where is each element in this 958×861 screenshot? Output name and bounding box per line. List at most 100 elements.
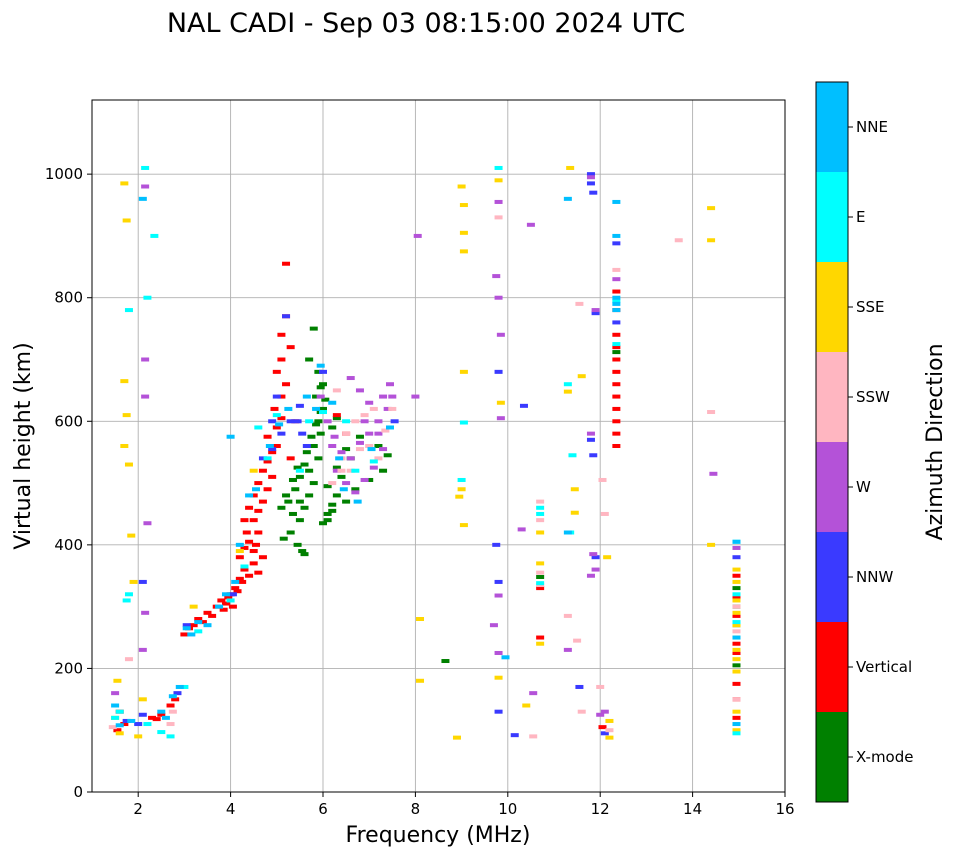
data-point-e [536, 581, 545, 586]
data-point-w [379, 447, 388, 452]
data-point-w [330, 434, 339, 439]
data-point-x-mode [284, 499, 293, 504]
data-point-vertical [536, 635, 545, 640]
data-point-vertical [157, 712, 166, 717]
data-point-nnw [293, 419, 302, 424]
data-point-e [157, 730, 166, 735]
data-point-vertical [263, 459, 272, 464]
data-point-e [732, 592, 741, 597]
data-point-w [369, 465, 378, 470]
data-point-e [166, 734, 175, 739]
data-point-w [709, 471, 718, 476]
colorbar-segment-vertical [816, 622, 848, 712]
data-point-vertical [194, 617, 203, 621]
data-point-e [124, 592, 133, 597]
data-point-ssw [168, 709, 177, 714]
data-point-vertical [258, 499, 267, 504]
data-point-nne [245, 493, 254, 498]
data-point-vertical [249, 561, 258, 566]
data-point-nne [194, 620, 203, 625]
data-point-w [346, 456, 355, 461]
data-point-sse [732, 610, 741, 615]
data-point-w [365, 400, 374, 405]
y-tick-label: 800 [54, 289, 83, 307]
data-point-nne [157, 709, 166, 714]
data-point-ssw [536, 570, 545, 575]
data-point-nnw [390, 419, 399, 424]
data-point-nne [235, 542, 244, 547]
data-point-x-mode [309, 444, 318, 448]
data-point-x-mode [314, 419, 323, 424]
colorbar-segment-sse [816, 262, 848, 352]
data-point-e [254, 425, 263, 430]
data-point-ssw [575, 301, 584, 306]
data-point-e [351, 468, 360, 473]
data-point-sse [129, 579, 138, 584]
data-point-e [536, 505, 545, 510]
data-point-x-mode [328, 425, 337, 430]
data-point-nnw [122, 718, 131, 723]
data-point-sse [459, 523, 468, 528]
data-point-vertical [252, 542, 261, 547]
colorbar-segment-ssw [816, 352, 848, 442]
data-point-w [138, 647, 147, 652]
data-point-x-mode [342, 499, 351, 504]
data-point-x-mode [319, 382, 327, 387]
data-point-sse [122, 413, 131, 418]
data-point-nne [367, 447, 376, 452]
data-point-sse [707, 542, 716, 547]
data-point-vertical [536, 586, 545, 591]
data-point-e [150, 233, 159, 238]
data-point-w [360, 419, 369, 424]
data-point-nnw [494, 369, 503, 374]
y-axis-ticks: 0 200 400 600 800 1000 [45, 165, 92, 801]
data-point-nnw [173, 691, 182, 696]
data-point-x-mode [309, 326, 318, 331]
data-point-x-mode [732, 663, 741, 668]
data-point-ssw [355, 447, 364, 452]
data-point-w [563, 647, 572, 652]
data-point-sse [563, 389, 572, 394]
data-point-nne [275, 422, 284, 427]
data-point-nnw [295, 403, 304, 408]
colorbar-tick-label: Vertical [856, 658, 912, 676]
data-point-w [337, 450, 346, 455]
data-point-ssw [563, 613, 572, 618]
data-point-x-mode [300, 462, 309, 467]
data-point-vertical [198, 620, 207, 625]
data-point-sse [120, 444, 129, 448]
data-point-x-mode [332, 493, 341, 498]
data-point-vertical [113, 728, 122, 733]
data-point-x-mode [374, 444, 383, 448]
data-point-nnw [612, 320, 621, 325]
data-point-nnw [519, 403, 528, 408]
data-point-vertical [238, 579, 247, 584]
data-point-w [526, 222, 535, 227]
data-point-x-mode [355, 434, 364, 439]
data-point-x-mode [305, 357, 314, 362]
data-point-vertical [221, 601, 230, 606]
data-point-vertical [612, 431, 621, 436]
data-point-vertical [254, 530, 263, 535]
y-tick-label: 1000 [45, 165, 83, 183]
data-point-x-mode [307, 434, 316, 439]
data-point-vertical [268, 450, 277, 455]
data-point-w [496, 332, 505, 337]
data-point-sse [496, 400, 505, 405]
data-point-nne [612, 308, 621, 313]
data-point-x-mode [351, 487, 360, 492]
data-point-nne [187, 632, 196, 637]
data-point-sse [536, 561, 545, 566]
x-tick-label: 12 [591, 800, 610, 818]
data-point-w [143, 521, 152, 526]
data-point-nnw [138, 579, 147, 584]
data-point-w [385, 382, 394, 387]
data-point-nnw [258, 456, 267, 461]
data-point-ssw [381, 428, 390, 433]
data-point-nne [215, 604, 224, 609]
data-point-nne [732, 635, 741, 640]
data-point-vertical [732, 613, 741, 618]
data-point-sse [120, 181, 129, 186]
data-point-nne [312, 406, 321, 411]
data-point-e [122, 598, 131, 603]
